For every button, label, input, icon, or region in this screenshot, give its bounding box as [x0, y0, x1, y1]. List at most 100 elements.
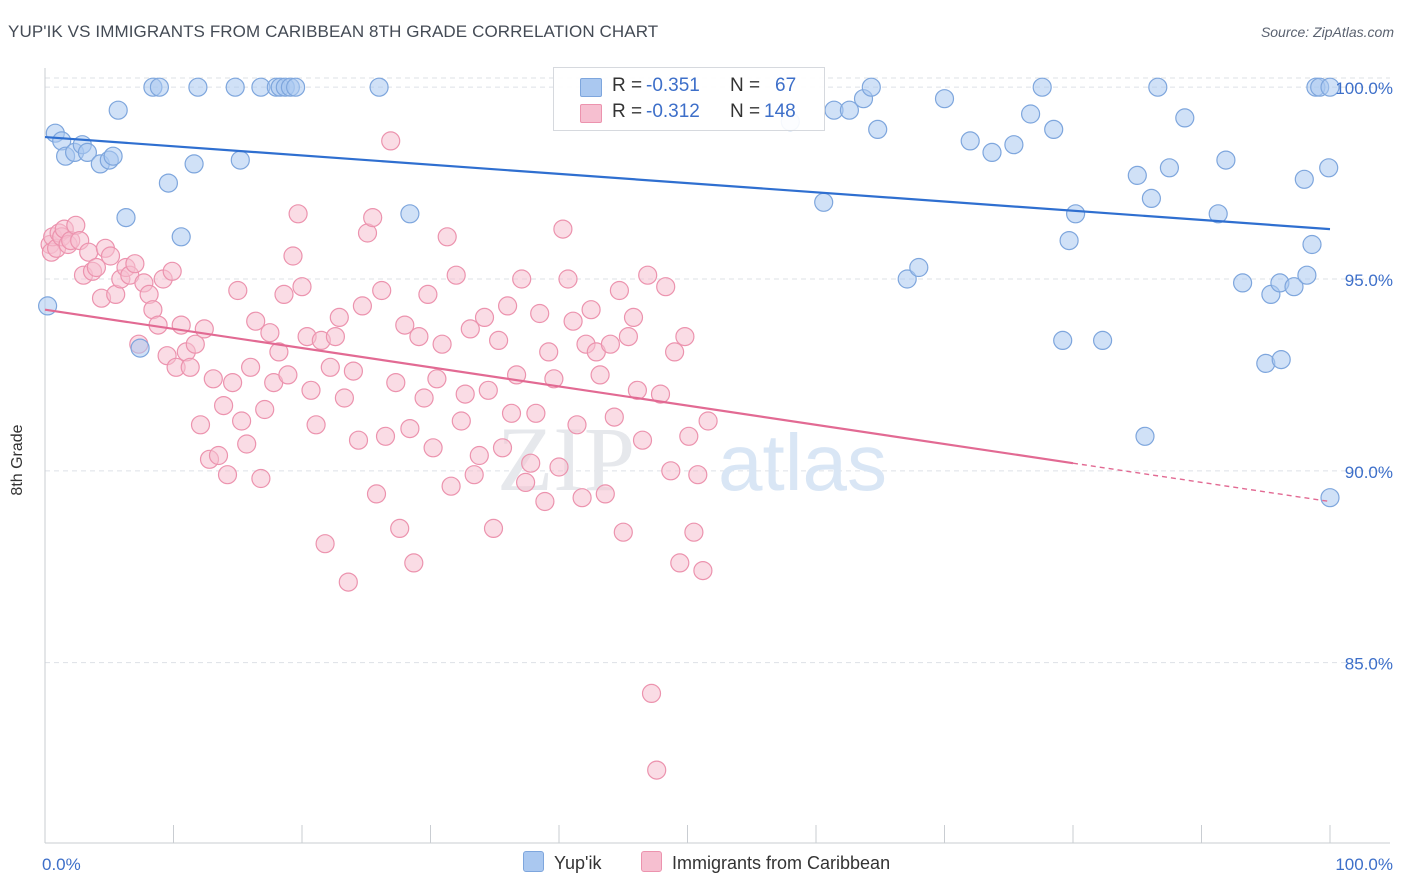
pink-point [217, 465, 238, 485]
pink-point [693, 560, 713, 581]
blue-point [37, 296, 58, 316]
pink-point [325, 327, 345, 347]
pink-point [329, 307, 349, 327]
pink-point [414, 388, 434, 408]
pink-point [203, 369, 223, 389]
pink-point [623, 307, 644, 327]
y-tick-label: 85.0% [1345, 655, 1393, 674]
pink-point [288, 204, 308, 224]
blue-point [1284, 277, 1304, 297]
pink-point [526, 403, 546, 423]
blue-point [225, 77, 245, 97]
pink-point [604, 407, 624, 427]
pink-point [246, 311, 266, 331]
y-tick-label: 95.0% [1345, 271, 1393, 290]
n-label: N = [730, 101, 761, 122]
pink-point [478, 380, 498, 400]
pink-point [381, 131, 401, 151]
y-tick-label: 90.0% [1345, 463, 1393, 482]
chart-source: Source: ZipAtlas.com [1260, 24, 1394, 40]
blue-point [934, 89, 955, 109]
blue-point [814, 192, 834, 212]
pink-point [269, 342, 289, 362]
pink-point [675, 327, 695, 347]
blue-point [1232, 273, 1253, 293]
legend-item-yupik[interactable]: Yup'ik [523, 851, 601, 874]
pink-point [190, 415, 211, 435]
pink-point [498, 296, 518, 316]
pink-point [455, 384, 475, 404]
pink-point [320, 357, 340, 377]
pink-point [441, 476, 461, 496]
blue-point [188, 77, 208, 97]
pink-point [214, 396, 234, 416]
pink-point [423, 438, 443, 458]
r-value: -0.351 [646, 75, 700, 96]
pink-point [464, 465, 484, 485]
blue-point [982, 142, 1002, 162]
blue-point [230, 150, 250, 170]
pink-point [185, 334, 205, 354]
r-value: -0.312 [646, 101, 700, 122]
blue-point [1044, 119, 1064, 139]
trend-line-caribbean [44, 308, 1074, 465]
pink-point [553, 219, 573, 239]
pink-point [315, 534, 335, 554]
pink-point [650, 384, 671, 404]
pink-point [641, 683, 662, 704]
pink-point [670, 553, 690, 573]
pink-point [581, 300, 601, 320]
watermark-atlas: atlas [718, 418, 887, 507]
pink-points [40, 131, 718, 780]
tick-labels: 85.0% 90.0% 95.0% 100.0% 0.0% 100.0% [42, 79, 1393, 874]
pink-point [228, 280, 248, 301]
pink-point [386, 373, 406, 393]
pink-point [530, 303, 550, 324]
legend-item-caribbean[interactable]: Immigrants from Caribbean [641, 851, 890, 874]
pink-point [427, 369, 447, 389]
legend: Yup'ik Immigrants from Caribbean [0, 851, 1406, 877]
chart-title: YUP'IK VS IMMIGRANTS FROM CARIBBEAN 8TH … [8, 22, 659, 41]
blue-point [1159, 158, 1180, 178]
blue-point [1092, 330, 1113, 350]
pink-point [521, 453, 541, 473]
blue-point [1319, 158, 1339, 178]
blue-point [1216, 150, 1236, 170]
blue-point [1059, 231, 1079, 251]
pink-point [590, 365, 610, 385]
pink-swatch [580, 104, 602, 123]
pink-point [638, 265, 658, 285]
pink-point [613, 522, 633, 542]
blue-point [103, 146, 123, 166]
pink-point [292, 277, 312, 297]
pink-point [180, 357, 200, 377]
n-label: N = [730, 75, 761, 96]
blue-point [1127, 165, 1147, 185]
pink-point [661, 461, 681, 481]
trend-lines [44, 135, 1331, 503]
blue-point [1271, 350, 1291, 370]
blue-point [1004, 135, 1024, 155]
pink-point [618, 327, 639, 347]
blue-point [960, 131, 980, 151]
blue-point [868, 119, 888, 139]
blue-point [1175, 108, 1195, 128]
pink-point [512, 269, 532, 289]
pink-point [348, 430, 369, 450]
trend-line-caribbean-extension [1072, 462, 1331, 503]
blue-point [1320, 77, 1340, 97]
pink-point [539, 342, 559, 362]
pink-point [237, 434, 257, 454]
blue-point [1135, 426, 1155, 446]
pink-point [567, 415, 587, 435]
pink-point [515, 472, 536, 492]
pink-point [232, 411, 252, 431]
pink-point [595, 484, 615, 504]
blue-point [171, 227, 191, 247]
pink-point [352, 296, 372, 316]
pink-point [274, 284, 294, 304]
blue-points [37, 77, 1340, 508]
n-value: 67 [775, 75, 797, 96]
blue-point [286, 77, 306, 97]
pink-point [208, 445, 229, 466]
